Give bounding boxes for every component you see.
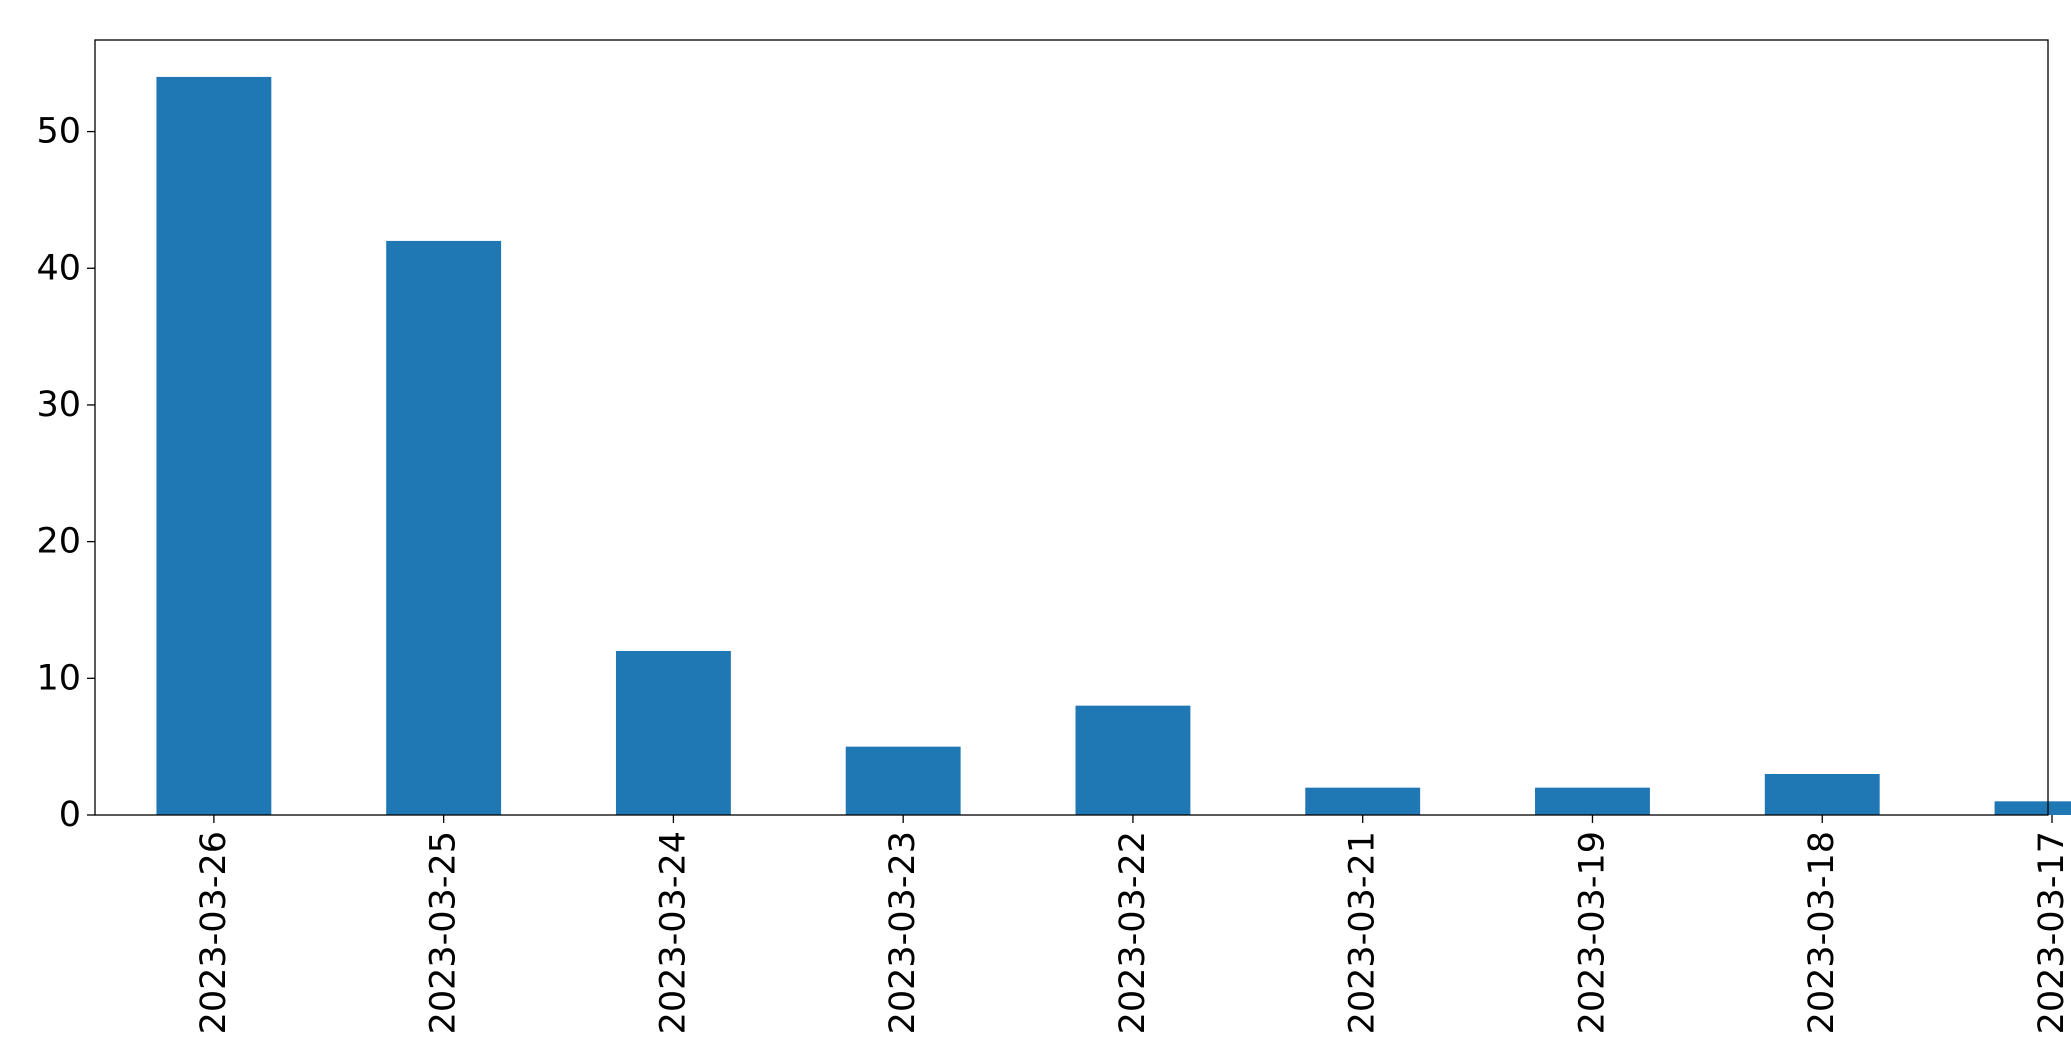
- plot-frame: [94, 39, 2049, 816]
- bar-2023-03-21: [1305, 787, 1421, 815]
- y-tick-label-30: 30: [36, 385, 81, 425]
- x-tick-label-2023-03-22: 2023-03-22: [1113, 831, 1153, 1034]
- bar-2023-03-17: [1994, 801, 2071, 815]
- x-tick-label-2023-03-21: 2023-03-21: [1343, 831, 1383, 1034]
- x-tick-label-2023-03-25: 2023-03-25: [424, 831, 464, 1034]
- y-tick-label-50: 50: [36, 112, 81, 152]
- x-tick-label-2023-03-18: 2023-03-18: [1802, 831, 1842, 1034]
- x-axis: 2023-03-26 2023-03-25 2023-03-24 2023-03-23…: [194, 815, 2071, 1034]
- x-tick-label-2023-03-24: 2023-03-24: [653, 831, 693, 1034]
- bar-2023-03-26: [156, 76, 272, 815]
- bar-2023-03-25: [386, 240, 502, 816]
- y-tick-label-40: 40: [36, 248, 81, 288]
- x-tick-label-2023-03-19: 2023-03-19: [1572, 831, 1612, 1034]
- x-tick-label-2023-03-26: 2023-03-26: [194, 831, 234, 1034]
- bar-2023-03-22: [1075, 705, 1191, 815]
- bars-layer: [156, 76, 2071, 816]
- x-tick-label-2023-03-23: 2023-03-23: [883, 831, 923, 1034]
- bar-2023-03-23: [845, 746, 961, 815]
- x-tick-label-2023-03-17: 2023-03-17: [2032, 831, 2071, 1034]
- y-tick-label-20: 20: [36, 522, 81, 562]
- bar-2023-03-24: [615, 650, 731, 815]
- y-tick-label-10: 10: [36, 658, 81, 698]
- bar-2023-03-18: [1764, 773, 1880, 815]
- bar-2023-03-19: [1535, 787, 1650, 815]
- y-axis: 0 10 20 30 40 50: [36, 112, 95, 835]
- y-tick-label-0: 0: [59, 795, 81, 835]
